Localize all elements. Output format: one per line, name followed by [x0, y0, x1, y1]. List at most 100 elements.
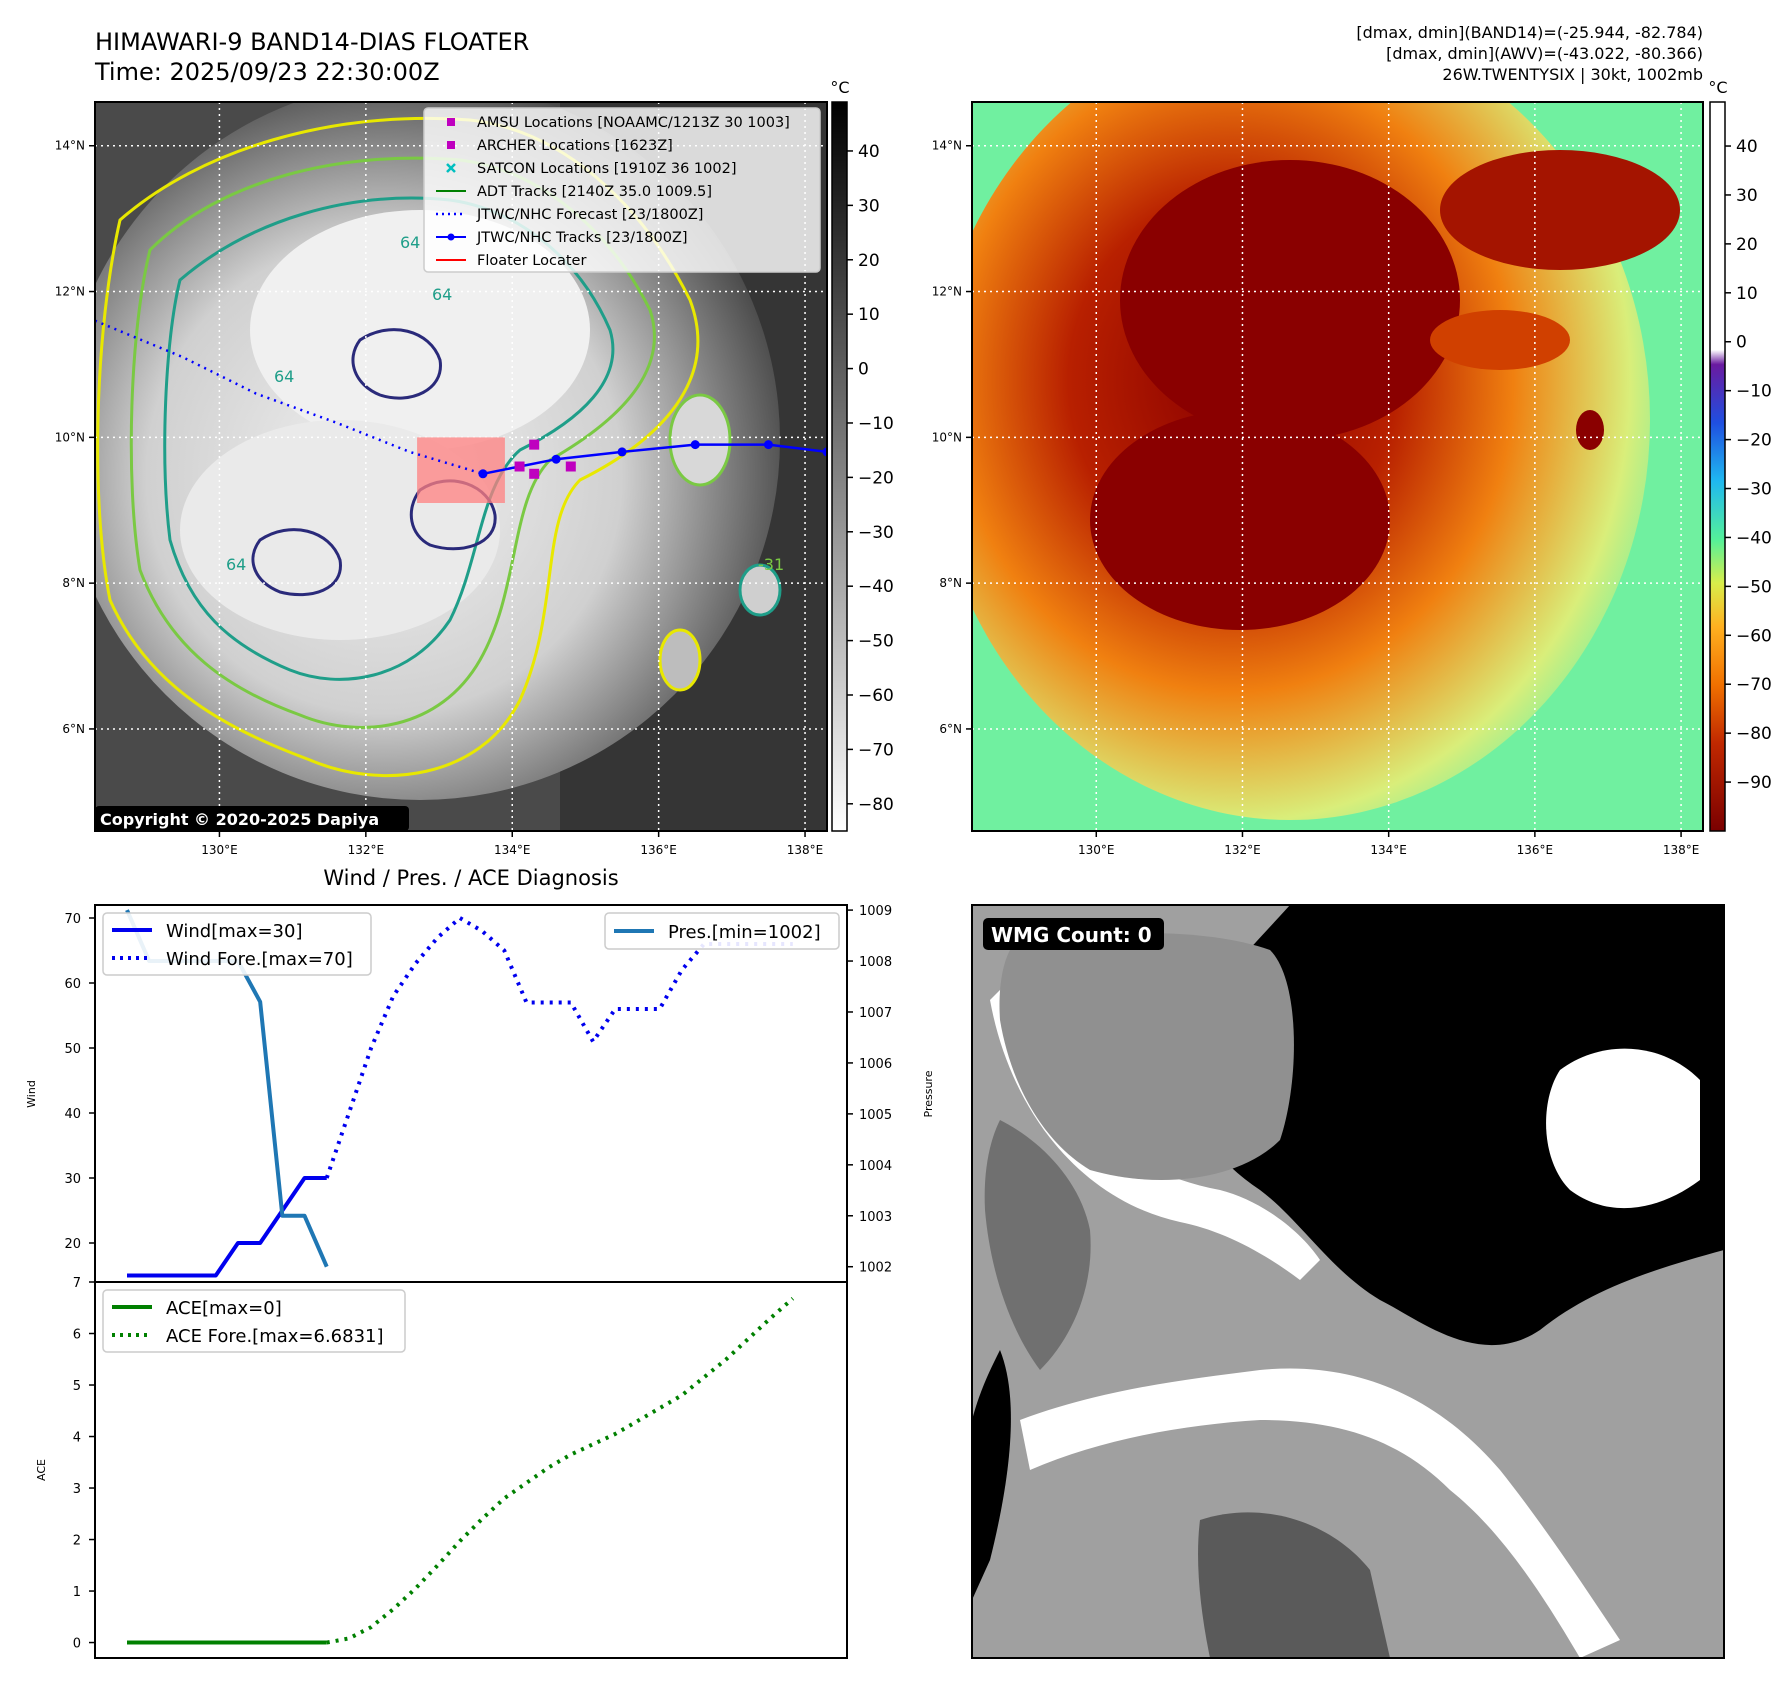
- wind-tick-label: 60: [64, 977, 81, 992]
- ir-tracks: [95, 319, 827, 503]
- wind-legend-label: Wind[max=30]: [166, 921, 303, 942]
- wmg-darkgray-center: [984, 1120, 1091, 1370]
- wmg-count-label: WMG Count: 0: [991, 923, 1152, 947]
- ace-tick-label: 0: [73, 1637, 81, 1652]
- contour-label: 64: [432, 285, 452, 304]
- awv-lon-label: 136°E: [1517, 843, 1554, 857]
- awv-colorbar-ticks: 40 30 20 10 0 −10 −20 −30 −40 −50 −60 −70 −80 −90: [1725, 137, 1772, 793]
- copyright-text: Copyright © 2020-2025 Dapiya: [100, 810, 379, 829]
- awv-core-north: [1120, 160, 1460, 440]
- colorbar-tick-label: −30: [858, 523, 894, 543]
- colorbar-tick-label: 20: [858, 251, 880, 271]
- colorbar-tick-label: 40: [858, 142, 880, 162]
- floater-box: [417, 437, 505, 503]
- ir-lon-label: 130°E: [201, 843, 238, 857]
- pressure-tick-label: 1003: [859, 1210, 892, 1225]
- wmg-white-south: [1020, 1368, 1620, 1658]
- awv-lat-label: 14°N: [932, 139, 962, 153]
- pressure-legend-box: [604, 912, 840, 950]
- colorbar-tick-label: −40: [858, 577, 894, 597]
- colorbar-tick-label: 20: [1736, 235, 1758, 255]
- ir-cell-east-1: [668, 393, 732, 487]
- wind-chart-title: Wind / Pres. / ACE Diagnosis: [323, 866, 618, 890]
- awv-colorbar: °C 40 30 20 10 0 −10 −20 −30 −40 −50 −60 −70 −80 −90: [1708, 78, 1772, 832]
- legend-label: ADT Tracks [2140Z 35.0 1009.5]: [477, 184, 712, 200]
- jtwc-track-point: [822, 447, 827, 457]
- wind-ylabel: Wind: [25, 1080, 38, 1108]
- contour-label: -31: [284, 847, 310, 866]
- wmg-panel: WMG Count: 0: [971, 904, 1725, 1659]
- pressure-tick-label: 1004: [859, 1159, 892, 1174]
- awv-gridlines: [972, 102, 1703, 831]
- colorbar-tick-label: −70: [858, 740, 894, 760]
- wmg-darkgray-south: [1198, 1512, 1390, 1658]
- legend-marker: [446, 163, 456, 173]
- awv-map-panel: 130°E 132°E 134°E 136°E 138°E 14°N 12°N 10°N 8°N…: [932, 101, 1704, 857]
- colorbar-tick-label: −50: [858, 632, 894, 652]
- ace-y-ticks: 0 1 2 3 4 5 6 7: [73, 1276, 95, 1652]
- colorbar-tick-label: −10: [1736, 382, 1772, 402]
- colorbar-tick-label: −40: [1736, 528, 1772, 548]
- amsu-point: [529, 439, 540, 450]
- amsu-point: [514, 461, 525, 472]
- colorbar-tick-label: 30: [1736, 186, 1758, 206]
- wmg-black-southwest: [972, 1350, 1011, 1600]
- ace-series: [127, 1296, 795, 1645]
- jtwc-track-point: [551, 454, 561, 464]
- pressure-legend: Pres.[min=1002]: [604, 912, 840, 950]
- ir-lon-label: 132°E: [348, 843, 385, 857]
- ir-cell-east-2: [738, 563, 782, 617]
- colorbar-tick-label: −60: [1736, 626, 1772, 646]
- legend-label: JTWC/NHC Tracks [23/1800Z]: [476, 230, 688, 246]
- ir-colorbar-bar: [831, 101, 848, 832]
- colorbar-tick-label: −10: [858, 414, 894, 434]
- colorbar-tick-label: −20: [858, 468, 894, 488]
- awv-colorbar-unit: °C: [1708, 78, 1727, 97]
- colorbar-tick-label: 0: [858, 360, 869, 380]
- map-legend: AMSU Locations [NOAAMC/1213Z 30 1003] ARC…: [423, 107, 821, 273]
- ace-tick-label: 7: [73, 1276, 81, 1291]
- jtwc-track-point: [617, 447, 627, 457]
- ace-tick-label: 6: [73, 1328, 81, 1343]
- wind-tick-label: 30: [64, 1172, 81, 1187]
- legend-label: SATCON Locations [1910Z 36 1002]: [477, 161, 736, 177]
- legend-marker-dot: [447, 233, 455, 241]
- ace-tick-label: 4: [73, 1431, 81, 1446]
- awv-lat-label: 8°N: [939, 576, 962, 590]
- colorbar-tick-label: −70: [1736, 675, 1772, 695]
- wmg-black-region: [1170, 905, 1724, 1346]
- ir-lat-label: 14°N: [55, 139, 85, 153]
- contour-label: -31: [758, 555, 784, 574]
- ir-contour-navy-2: [251, 528, 342, 597]
- ir-colorbar-ticks: 40 30 20 10 0 −10 −20 −30 −40 −50 −60 −70 −80: [847, 142, 894, 815]
- colorbar-tick-label: 10: [1736, 284, 1758, 304]
- colorbar-tick-label: 40: [1736, 137, 1758, 157]
- wmg-frame: [971, 904, 1725, 1659]
- wmg-gray-northwest: [999, 933, 1294, 1180]
- ace-legend-box: [102, 1289, 406, 1353]
- jtwc-track-point: [478, 469, 488, 479]
- ace-tick-label: 1: [73, 1585, 81, 1600]
- awv-band-north-east: [1430, 310, 1570, 370]
- pressure-legend-label: Pres.[min=1002]: [668, 922, 821, 943]
- awv-band-ne: [1440, 150, 1680, 270]
- awv-colorbar-bar: [1709, 101, 1726, 832]
- awv-lat-label: 12°N: [932, 285, 962, 299]
- awv-lon-label: 132°E: [1224, 843, 1261, 857]
- colorbar-tick-label: −60: [858, 686, 894, 706]
- amsu-point: [529, 468, 540, 479]
- ace-ylabel: ACE: [35, 1459, 48, 1481]
- awv-lon-label: 130°E: [1078, 843, 1115, 857]
- wind-tick-label: 20: [64, 1237, 81, 1252]
- amsu-point: [565, 461, 576, 472]
- wmg-white-arc: [990, 980, 1320, 1280]
- colorbar-tick-label: 30: [858, 196, 880, 216]
- copyright-badge: [95, 806, 409, 831]
- colorbar-tick-label: 0: [1736, 333, 1747, 353]
- pressure-tick-label: 1007: [859, 1006, 892, 1021]
- figure-title: HIMAWARI-9 BAND14-DIAS FLOATER: [95, 28, 529, 56]
- legend-box: [423, 107, 821, 273]
- wind-y-ticks: 20 30 40 50 60 70: [64, 912, 95, 1252]
